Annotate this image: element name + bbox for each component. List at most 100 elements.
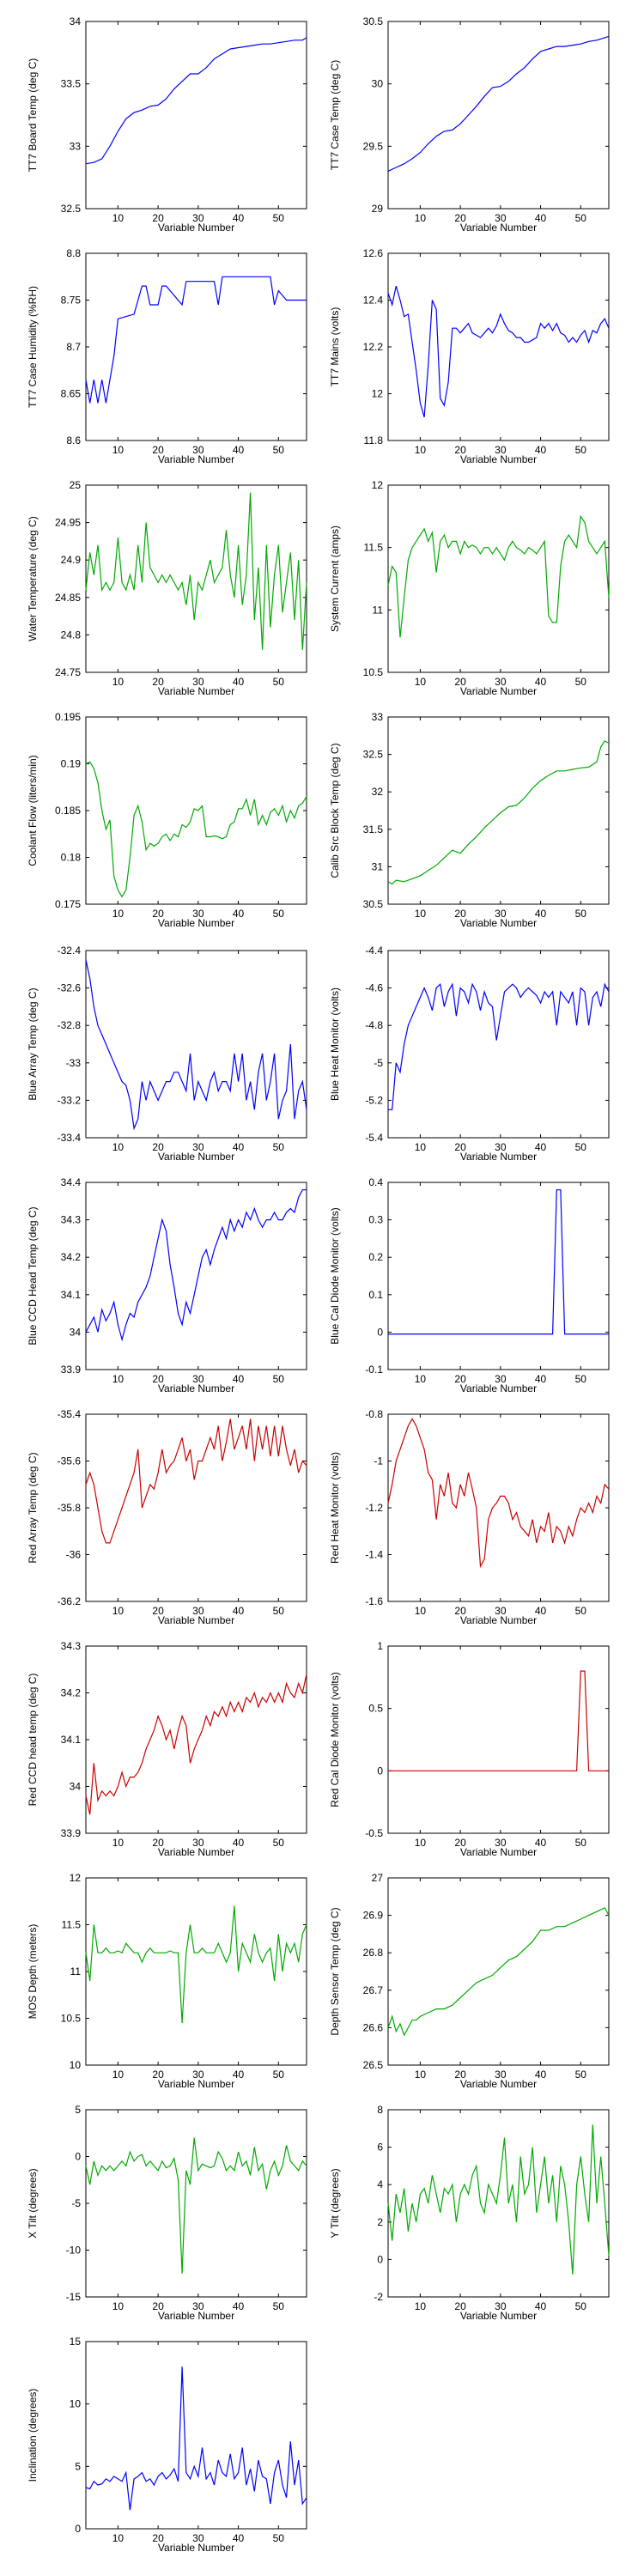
plot-frame (387, 484, 610, 673)
series-line (387, 1907, 610, 2037)
x-tick-label: 20 (454, 212, 466, 224)
x-tick-label: 20 (152, 212, 164, 224)
x-axis-label: Variable Number (460, 2078, 537, 2090)
x-tick-label: 50 (273, 1605, 285, 1617)
y-axis-label: Red Array Temp (deg C) (27, 1452, 39, 1563)
x-tick-label: 30 (192, 2069, 204, 2081)
y-tick-label: -2 (374, 2291, 383, 2303)
y-tick-label: 0.195 (55, 711, 81, 723)
series-line (85, 1674, 307, 1815)
x-tick-label: 30 (192, 444, 204, 456)
y-tick-label: 12.2 (363, 341, 384, 353)
plot-frame (387, 716, 610, 905)
plot-frame (387, 1182, 610, 1370)
x-tick-label: 40 (535, 908, 547, 920)
x-tick-label: 10 (112, 1837, 125, 1849)
chart-panel-4: 10 20 30 40 50 24.75 24.8 24.85 24.9 24.95 25 Varia… (27, 479, 307, 697)
x-tick-label: 40 (535, 1373, 547, 1385)
y-tick-label: 33 (372, 711, 384, 723)
y-axis-label: Blue Array Temp (deg C) (27, 987, 39, 1100)
y-axis-label: TT7 Case Temp (deg C) (329, 60, 341, 171)
y-tick-label: -0.1 (365, 1364, 383, 1376)
x-tick-label: 40 (535, 212, 547, 224)
y-axis-label: Water Temperature (deg C) (27, 516, 39, 641)
y-tick-label: -4.4 (365, 945, 383, 957)
x-tick-label: 50 (273, 908, 285, 920)
x-axis-label: Variable Number (158, 1382, 234, 1394)
chart-panel-16: 10 20 30 40 50 10 10.5 11 11.5 12 Variable Number M… (27, 1872, 307, 2090)
y-tick-label: 1 (377, 1640, 383, 1652)
chart-panel-19: 10 20 30 40 50 -2 0 2 4 6 8 Variable Number Y Tilt (… (329, 2104, 610, 2322)
series-line (388, 982, 610, 1110)
y-tick-label: -10 (66, 2245, 82, 2257)
x-axis-label: Variable Number (460, 917, 537, 929)
x-tick-label: 30 (495, 2069, 507, 2081)
x-tick-label: 50 (575, 212, 587, 224)
x-axis-label: Variable Number (158, 453, 234, 465)
y-tick-label: -1.6 (365, 1595, 383, 1607)
series-line (387, 1418, 610, 1569)
y-axis-label: Coolant Flow (liters/min) (27, 755, 39, 866)
x-tick-label: 20 (454, 444, 466, 456)
x-tick-label: 50 (575, 444, 587, 456)
y-tick-label: -35.8 (58, 1502, 82, 1514)
x-tick-label: 10 (112, 2532, 125, 2544)
chart-panel-2: 10 20 30 40 50 8.6 8.65 8.7 8.75 8.8 Variable Numb… (27, 247, 307, 465)
y-tick-label: 8.6 (66, 434, 81, 447)
x-tick-label: 30 (495, 212, 507, 224)
plot-frame (85, 1413, 307, 1602)
chart-panel-15: 10 20 30 40 50 -0.5 0 0.5 1 Variable Number Red Ca… (329, 1640, 610, 1858)
x-tick-label: 30 (192, 1141, 204, 1153)
y-tick-label: -15 (66, 2291, 82, 2303)
y-tick-label: 32.5 (61, 203, 82, 215)
x-axis-label: Variable Number (460, 2310, 537, 2322)
y-tick-label: 8 (377, 2104, 383, 2116)
y-tick-label: -1.4 (365, 1549, 383, 1561)
x-tick-label: 40 (233, 2532, 245, 2544)
chart-panel-6: 10 20 30 40 50 0.175 0.18 0.185 0.19 0.195 Variabl… (27, 711, 307, 929)
y-tick-label: 6 (377, 2142, 383, 2154)
series-line (388, 1670, 609, 1771)
x-tick-label: 40 (233, 1141, 245, 1153)
y-tick-label: 34.2 (61, 1251, 82, 1263)
x-tick-label: 20 (454, 1605, 466, 1617)
x-tick-label: 30 (192, 908, 204, 920)
x-tick-label: 40 (233, 444, 245, 456)
chart-panel-14: 10 20 30 40 50 33.9 34 34.1 34.2 34.3 Variable Num… (27, 1640, 307, 1858)
series-line (85, 37, 307, 165)
x-tick-label: 10 (415, 444, 427, 456)
y-tick-label: -1.2 (365, 1502, 383, 1514)
plot-frame (85, 950, 307, 1139)
x-tick-label: 10 (415, 676, 427, 688)
y-tick-label: 0 (377, 1326, 383, 1338)
x-tick-label: 10 (415, 2069, 427, 2081)
series-line (387, 514, 610, 638)
y-tick-label: -35.6 (58, 1455, 82, 1467)
y-tick-label: 24.9 (61, 554, 82, 566)
x-tick-label: 50 (575, 2300, 587, 2312)
x-axis-label: Variable Number (158, 1614, 234, 1626)
x-tick-label: 30 (192, 2300, 204, 2312)
x-axis-label: Variable Number (158, 685, 234, 697)
y-tick-label: 34.1 (61, 1734, 82, 1746)
chart-panel-20: 10 20 30 40 50 0 5 10 15 Variable Number Inclinati… (27, 2336, 307, 2554)
x-tick-label: 50 (273, 676, 285, 688)
y-tick-label: 24.8 (61, 629, 82, 641)
y-tick-label: 25 (70, 479, 82, 491)
y-tick-label: 8.65 (61, 388, 82, 400)
plot-frame (85, 21, 307, 210)
x-tick-label: 20 (454, 2300, 466, 2312)
y-tick-label: 0 (377, 1765, 383, 1777)
x-tick-label: 20 (454, 908, 466, 920)
y-axis-label: System Current (amps) (329, 526, 341, 632)
y-tick-label: 0.185 (55, 805, 81, 817)
y-tick-label: 0.3 (368, 1214, 383, 1226)
y-axis-label: Depth Sensor Temp (deg C) (329, 1907, 341, 2035)
chart-panel-1: 10 20 30 40 50 29 29.5 30 30.5 Variable Number TT7… (329, 15, 610, 234)
x-tick-label: 50 (575, 908, 587, 920)
y-axis-label: TT7 Board Temp (deg C) (27, 58, 39, 173)
y-axis-label: MOS Depth (meters) (27, 1924, 39, 2020)
x-tick-label: 20 (454, 1141, 466, 1153)
x-tick-label: 10 (415, 1837, 427, 1849)
y-tick-label: 33.9 (61, 1827, 82, 1839)
